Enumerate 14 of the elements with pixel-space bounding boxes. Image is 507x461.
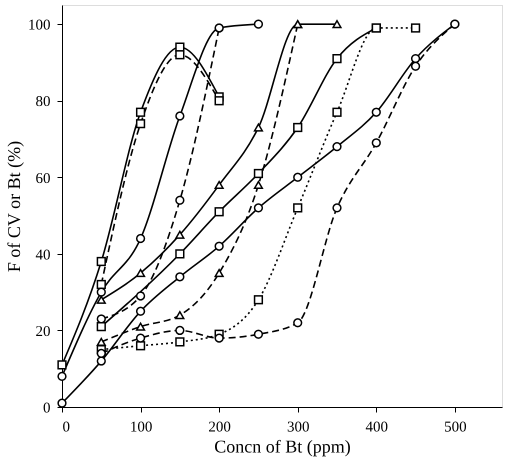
x-tick-label: 100 xyxy=(130,420,152,436)
y-tick-label: 80 xyxy=(36,94,50,110)
y-tick-label: 60 xyxy=(36,170,50,187)
y-tick-label: 0 xyxy=(43,400,50,416)
x-tick-label: 0 xyxy=(62,420,70,436)
x-axis-title: Concn of Bt (ppm) xyxy=(214,436,351,456)
x-tick-label: 500 xyxy=(444,420,467,436)
y-tick-label: 100 xyxy=(28,18,50,34)
x-tick-label: 400 xyxy=(366,420,388,436)
y-axis-title: F of CV or Bt (%) xyxy=(4,140,24,272)
y-tick-label: 40 xyxy=(36,247,50,264)
y-tick-label: 20 xyxy=(36,324,50,340)
x-tick-label: 300 xyxy=(286,420,310,436)
x-tick-label: 200 xyxy=(208,420,231,436)
